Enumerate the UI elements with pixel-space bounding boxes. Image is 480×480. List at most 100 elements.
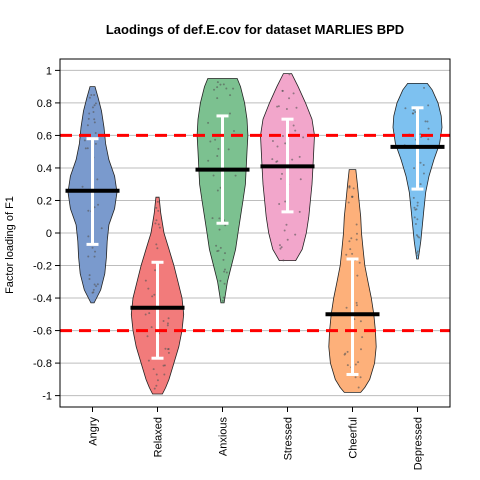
jitter-point	[166, 322, 169, 325]
jitter-point	[271, 139, 274, 142]
jitter-point	[152, 368, 155, 371]
violin-depressed	[390, 83, 445, 260]
jitter-point	[288, 73, 291, 76]
jitter-point	[427, 138, 430, 141]
jitter-point	[294, 129, 297, 132]
jitter-point	[355, 223, 358, 226]
jitter-point	[216, 250, 219, 253]
jitter-point	[360, 348, 363, 351]
jitter-point	[216, 81, 219, 84]
jitter-point	[209, 140, 212, 143]
jitter-point	[276, 105, 279, 108]
jitter-point	[355, 232, 358, 235]
jitter-point	[216, 155, 219, 158]
jitter-point	[95, 285, 98, 288]
jitter-point	[282, 259, 285, 262]
chart-title: Laodings of def.E.cov for dataset MARLIE…	[106, 22, 404, 37]
jitter-point	[229, 94, 232, 97]
jitter-point	[278, 244, 281, 247]
jitter-point	[144, 279, 147, 282]
jitter-point	[216, 189, 219, 192]
jitter-point	[426, 120, 429, 123]
jitter-point	[359, 376, 362, 379]
jitter-point	[292, 92, 295, 95]
x-tick-label: Cheerful	[348, 417, 360, 459]
jitter-point	[419, 183, 422, 186]
jitter-point	[413, 216, 416, 219]
violins	[65, 73, 445, 395]
jitter-point	[92, 291, 95, 294]
jitter-point	[151, 295, 154, 298]
jitter-point	[87, 255, 90, 258]
jitter-point	[232, 130, 235, 133]
jitter-point	[90, 93, 93, 96]
jitter-point	[84, 147, 87, 150]
jitter-point	[207, 159, 210, 162]
jitter-point	[299, 178, 302, 181]
jitter-point	[88, 277, 91, 280]
x-axis: Angry Relaxed Anxious Stressed Cheerful Depre…	[88, 407, 425, 470]
jitter-point	[413, 206, 416, 209]
grid-lines	[60, 69, 450, 397]
jitter-point	[352, 187, 355, 190]
jitter-point	[285, 223, 288, 226]
jitter-point	[96, 283, 99, 286]
jitter-point	[217, 147, 220, 150]
x-tick-label: Relaxed	[153, 417, 165, 457]
jitter-point	[358, 261, 361, 264]
jitter-point	[347, 201, 350, 204]
jitter-point	[422, 172, 425, 175]
jitter-point	[412, 109, 415, 112]
jitter-point	[222, 258, 225, 261]
jitter-point	[87, 209, 90, 212]
jitter-point	[416, 201, 419, 204]
y-tick-label: -0.6	[33, 326, 52, 338]
jitter-point	[218, 228, 221, 231]
jitter-point	[295, 106, 298, 109]
jitter-point	[277, 105, 280, 108]
jitter-point	[281, 134, 284, 137]
x-tick-label: Anxious	[218, 417, 230, 457]
jitter-point	[284, 142, 287, 145]
y-tick-label: 0.6	[37, 130, 52, 142]
jitter-point	[404, 107, 407, 110]
jitter-point	[155, 384, 158, 387]
jitter-point	[354, 363, 357, 366]
jitter-point	[351, 195, 354, 198]
jitter-point	[93, 283, 96, 286]
jitter-point	[359, 320, 362, 323]
jitter-point	[232, 87, 235, 90]
jitter-point	[147, 359, 150, 362]
y-tick-label: -0.4	[33, 293, 52, 305]
jitter-point	[148, 312, 151, 315]
jitter-point	[157, 209, 160, 212]
jitter-point	[87, 235, 90, 238]
jitter-point	[88, 112, 91, 115]
jitter-point	[346, 350, 349, 353]
jitter-point	[414, 111, 417, 114]
jitter-point	[276, 145, 279, 148]
jitter-point	[222, 296, 225, 299]
jitter-point	[144, 313, 147, 316]
jitter-point	[271, 158, 274, 161]
jitter-point	[86, 147, 89, 150]
jitter-point	[278, 203, 281, 206]
jitter-point	[213, 88, 216, 91]
jitter-point	[275, 160, 278, 163]
jitter-point	[92, 111, 95, 114]
jitter-point	[91, 246, 94, 249]
jitter-point	[157, 223, 160, 226]
jitter-point	[93, 206, 96, 209]
jitter-point	[222, 83, 225, 86]
jitter-point	[350, 237, 353, 240]
jitter-point	[100, 227, 103, 230]
jitter-point	[427, 127, 430, 130]
jitter-point	[167, 348, 170, 351]
jitter-point	[294, 233, 297, 236]
jitter-point	[419, 133, 422, 136]
jitter-point	[419, 161, 422, 164]
y-tick-label: 0.2	[37, 195, 52, 207]
jitter-point	[285, 107, 288, 110]
jitter-point	[215, 244, 218, 247]
y-axis-label: Factor loading of F1	[4, 196, 16, 294]
